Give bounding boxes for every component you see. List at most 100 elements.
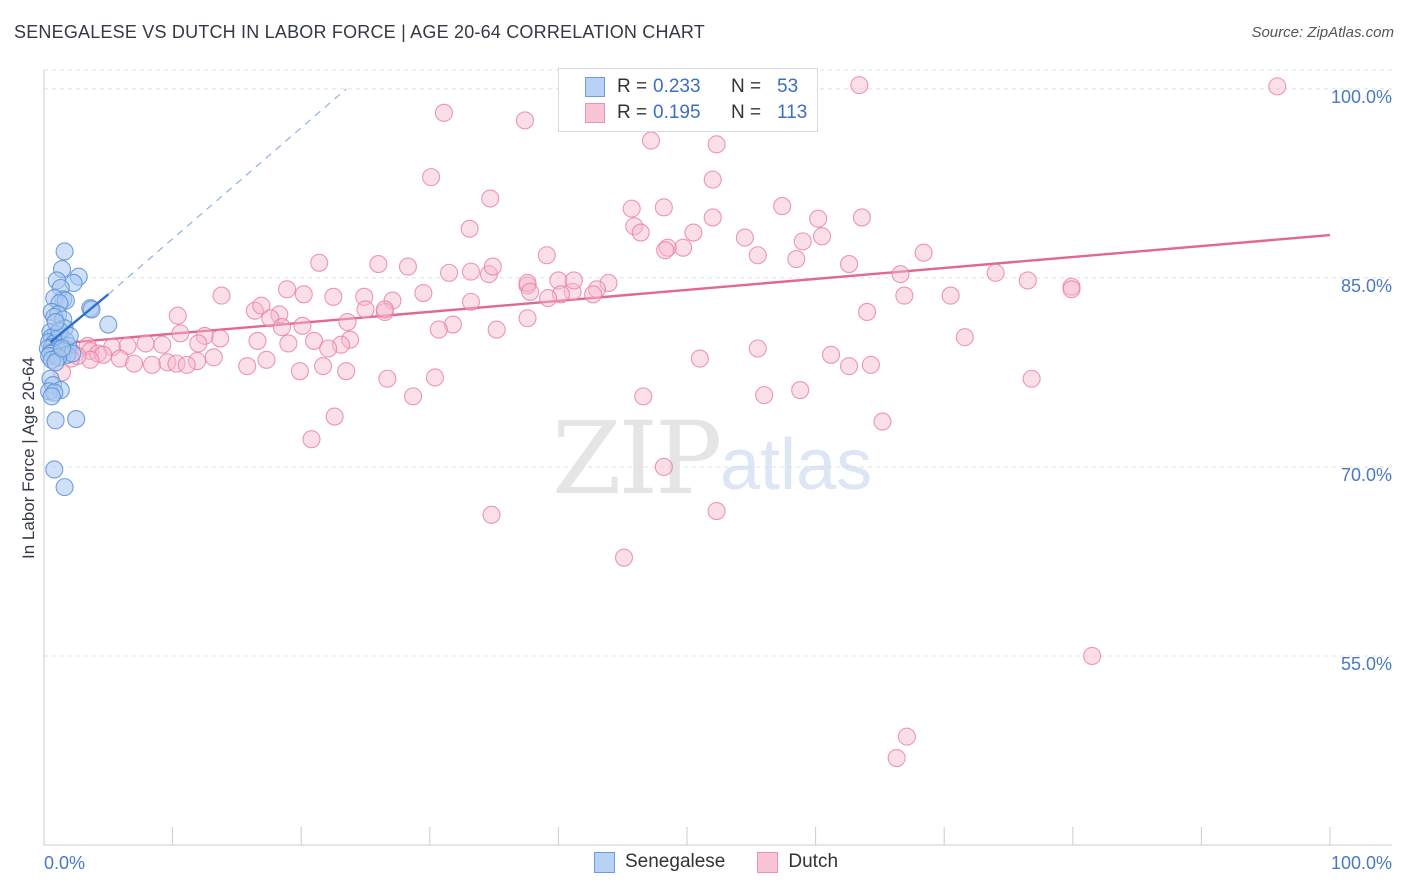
dutch-r-label: R = xyxy=(617,102,648,123)
senegalese-point-44 xyxy=(42,387,61,406)
dutch-point-5 xyxy=(707,135,726,154)
dutch-point-122 xyxy=(1018,271,1037,290)
chart-title: SENEGALESE VS DUTCH IN LABOR FORCE | AGE… xyxy=(14,22,705,42)
senegalese-point-0 xyxy=(55,242,74,261)
dutch-point-136 xyxy=(887,748,906,768)
senegalese-point-16 xyxy=(99,315,118,334)
y-axis-label: In Labor Force | Age 20-64 xyxy=(19,357,38,559)
dutch-point-3 xyxy=(515,111,535,130)
dutch-point-45 xyxy=(414,283,433,303)
senegalese-point-48 xyxy=(55,478,74,497)
dutch-point-67 xyxy=(443,315,462,334)
dutch-point-80 xyxy=(189,334,208,353)
dutch-point-41 xyxy=(564,271,583,290)
axis-labels: 55.0% 70.0% 85.0% 100.0% 0.0% 100.0% In Labor … xyxy=(19,87,1392,873)
bottom-senegalese-label: Senegalese xyxy=(625,851,726,872)
bottom-dutch-swatch xyxy=(757,851,779,873)
dutch-point-35 xyxy=(549,271,568,290)
dutch-point-50 xyxy=(521,282,540,301)
dutch-point-2 xyxy=(434,103,453,122)
dutch-point-110 xyxy=(325,407,344,426)
bottom-senegalese-swatch xyxy=(594,851,615,873)
legend: R = 0.233 N = 53 R = 0.195 N = 113 xyxy=(558,68,818,132)
senegalese-point-51 xyxy=(46,312,65,332)
dutch-point-70 xyxy=(195,326,214,345)
dutch-r-value: 0.195 xyxy=(653,102,701,123)
axes xyxy=(43,70,1392,846)
dutch-point-66 xyxy=(375,300,394,319)
dutch-point-92 xyxy=(158,353,177,372)
dutch-point-58 xyxy=(168,306,187,325)
dutch-point-98 xyxy=(314,357,333,376)
dutch-point-19 xyxy=(735,228,754,247)
watermark-atlas: atlas xyxy=(720,425,873,505)
dutch-point-96 xyxy=(238,357,257,376)
legend-row-dutch: R = 0.195 N = 113 xyxy=(585,100,807,126)
dutch-point-100 xyxy=(177,355,196,374)
dutch-point-119 xyxy=(914,243,933,262)
dutch-point-36 xyxy=(599,273,618,293)
dutch-point-118 xyxy=(895,286,914,305)
dutch-point-120 xyxy=(941,286,960,305)
dutch-point-7 xyxy=(703,170,722,189)
senegalese-swatch xyxy=(585,77,605,97)
dutch-point-134 xyxy=(1083,646,1102,666)
dutch-point-126 xyxy=(839,255,859,274)
dutch-swatch xyxy=(585,103,605,123)
dutch-point-34 xyxy=(461,262,481,281)
dutch-points xyxy=(45,76,1287,768)
dutch-point-4 xyxy=(641,131,661,150)
bottom-legend: Senegalese Dutch xyxy=(594,851,870,873)
dutch-point-24 xyxy=(656,241,675,260)
dutch-point-11 xyxy=(773,197,792,216)
dutch-n-value: 113 xyxy=(777,102,808,123)
bottom-legend-senegalese: Senegalese xyxy=(594,851,725,873)
dutch-point-135 xyxy=(897,727,916,746)
dutch-point-133 xyxy=(955,328,974,347)
dutch-point-21 xyxy=(793,232,812,251)
dutch-point-131 xyxy=(821,345,841,364)
dutch-point-25 xyxy=(537,246,556,265)
dutch-point-23 xyxy=(658,238,677,257)
dutch-point-73 xyxy=(319,339,338,358)
dutch-trend-line xyxy=(43,233,1331,346)
dutch-point-20 xyxy=(812,227,832,246)
dutch-point-16 xyxy=(460,219,479,238)
dutch-point-108 xyxy=(404,387,423,406)
y-tick-label-85: 85.0% xyxy=(1341,276,1392,296)
dutch-point-99 xyxy=(337,362,356,381)
dutch-point-49 xyxy=(461,292,481,311)
dutch-point-14 xyxy=(852,208,871,227)
dutch-point-26 xyxy=(787,249,806,269)
senegalese-point-46 xyxy=(46,411,65,430)
senegalese-points xyxy=(38,242,118,497)
y-tick-label-70: 70.0% xyxy=(1341,465,1392,485)
bottom-legend-dutch: Dutch xyxy=(757,851,838,873)
dutch-point-27 xyxy=(748,246,767,265)
dutch-point-33 xyxy=(440,263,459,282)
senegalese-point-45 xyxy=(67,410,86,429)
dutch-point-117 xyxy=(857,302,877,322)
dutch-point-95 xyxy=(204,348,223,367)
dutch-point-79 xyxy=(171,324,190,343)
x-tick-label-100: 100.0% xyxy=(1331,853,1392,873)
dutch-point-83 xyxy=(279,334,298,353)
dutch-point-130 xyxy=(791,381,810,400)
source-label: Source: ZipAtlas.com xyxy=(1251,24,1394,41)
watermark-zip: ZIP xyxy=(552,400,722,517)
senegalese-n-value: 53 xyxy=(777,76,799,97)
senegalese-point-52 xyxy=(52,339,72,358)
dutch-point-12 xyxy=(703,208,722,227)
dutch-point-17 xyxy=(631,223,650,242)
dutch-point-139 xyxy=(690,349,709,368)
senegalese-r-value: 0.233 xyxy=(653,76,701,97)
dutch-point-121 xyxy=(986,263,1005,282)
dutch-point-127 xyxy=(839,357,859,376)
dutch-point-91 xyxy=(142,355,162,374)
dutch-point-6 xyxy=(422,168,441,187)
dutch-point-30 xyxy=(398,257,417,276)
dutch-point-106 xyxy=(378,369,397,388)
dutch-point-64 xyxy=(338,312,357,332)
dutch-point-37 xyxy=(278,280,297,299)
dutch-point-47 xyxy=(212,286,231,305)
